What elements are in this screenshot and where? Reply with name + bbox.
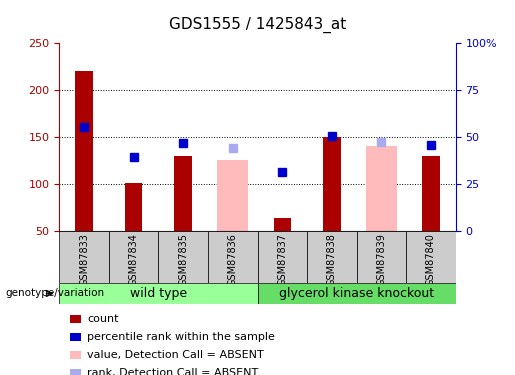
Bar xyxy=(70,369,81,375)
Bar xyxy=(273,218,291,231)
Bar xyxy=(59,283,258,304)
Bar xyxy=(59,231,109,283)
Text: GSM87835: GSM87835 xyxy=(178,233,188,286)
Bar xyxy=(159,231,208,283)
Text: GSM87837: GSM87837 xyxy=(277,233,287,286)
Text: GSM87834: GSM87834 xyxy=(129,233,139,286)
Bar xyxy=(208,231,258,283)
Text: value, Detection Call = ABSENT: value, Detection Call = ABSENT xyxy=(87,350,264,360)
Bar xyxy=(307,231,356,283)
Text: percentile rank within the sample: percentile rank within the sample xyxy=(87,332,275,342)
Bar xyxy=(70,315,81,323)
Text: genotype/variation: genotype/variation xyxy=(5,288,104,298)
Text: GSM87839: GSM87839 xyxy=(376,233,386,286)
Bar xyxy=(356,231,406,283)
Bar xyxy=(258,283,456,304)
Bar xyxy=(125,183,142,231)
Bar xyxy=(217,160,248,231)
Text: GDS1555 / 1425843_at: GDS1555 / 1425843_at xyxy=(169,17,346,33)
Bar xyxy=(70,333,81,341)
Text: count: count xyxy=(87,314,118,324)
Bar xyxy=(323,137,340,231)
Bar xyxy=(258,231,307,283)
Bar xyxy=(422,156,440,231)
Bar xyxy=(406,231,456,283)
Bar xyxy=(109,231,159,283)
Bar xyxy=(366,146,397,231)
Text: wild type: wild type xyxy=(130,287,187,300)
Bar xyxy=(70,351,81,359)
Bar xyxy=(175,156,192,231)
Text: GSM87833: GSM87833 xyxy=(79,233,89,286)
Text: GSM87836: GSM87836 xyxy=(228,233,238,286)
Text: rank, Detection Call = ABSENT: rank, Detection Call = ABSENT xyxy=(87,368,259,375)
Text: GSM87838: GSM87838 xyxy=(327,233,337,286)
Bar xyxy=(75,71,93,231)
Text: GSM87840: GSM87840 xyxy=(426,233,436,286)
Text: glycerol kinase knockout: glycerol kinase knockout xyxy=(279,287,434,300)
